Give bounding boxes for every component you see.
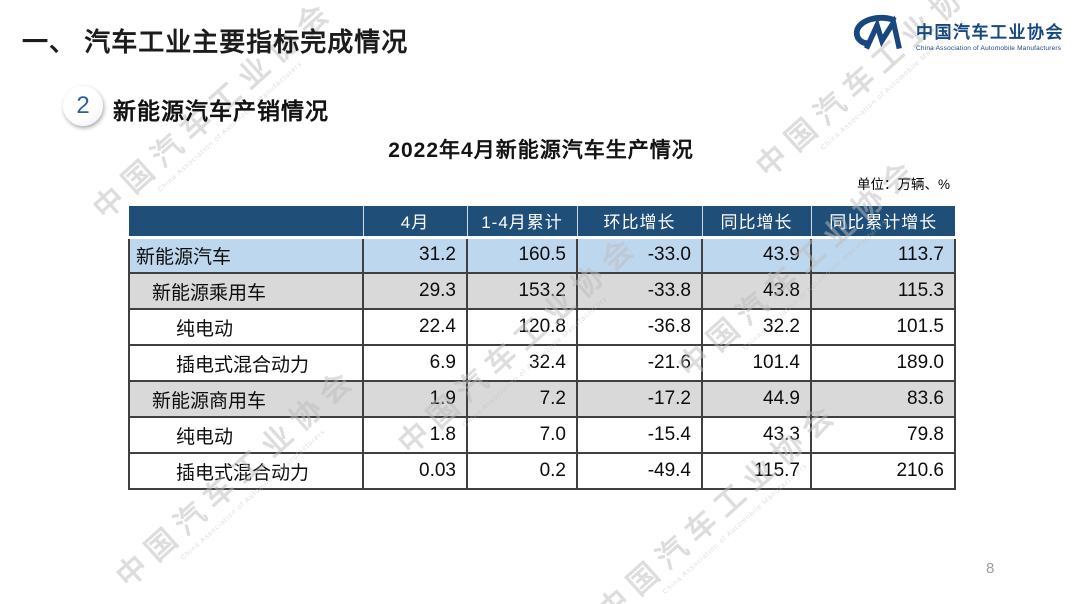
production-table: 4月 1-4月累计 环比增长 同比增长 同比累计增长 新能源汽车 31.2 16… [128, 206, 956, 490]
table-row: 新能源汽车 31.2 160.5 -33.0 43.9 113.7 [128, 236, 956, 274]
column-header: 4月 [362, 206, 467, 239]
cell: 101.5 [810, 308, 956, 346]
cell: 7.2 [466, 380, 578, 418]
cell: 115.3 [810, 272, 956, 310]
cell: 31.2 [362, 236, 468, 274]
column-header: 1-4月累计 [466, 206, 577, 239]
cell: -17.2 [576, 380, 703, 418]
cell: 79.8 [810, 416, 956, 454]
cell: -33.8 [576, 272, 703, 310]
caam-logo-text: 中国汽车工业协会 China Association of Automobile… [916, 18, 1064, 52]
cell: 32.2 [701, 308, 812, 346]
cell: 113.7 [810, 236, 956, 274]
page-number: 8 [986, 560, 995, 577]
cell: 210.6 [810, 452, 956, 490]
cell: -49.4 [576, 452, 703, 490]
cell: -36.8 [576, 308, 703, 346]
column-header: 环比增长 [576, 206, 702, 239]
column-header: 同比累计增长 [810, 206, 955, 239]
cell: 120.8 [466, 308, 578, 346]
cell: 115.7 [701, 452, 812, 490]
section-heading: 新能源汽车产销情况 [113, 98, 329, 124]
cell: 7.0 [466, 416, 578, 454]
cell: 1.8 [362, 416, 468, 454]
row-label: 新能源乘用车 [128, 272, 364, 310]
caam-logo: 中国汽车工业协会 China Association of Automobile… [850, 14, 1064, 56]
row-label: 插电式混合动力 [128, 452, 364, 490]
cell: 43.3 [701, 416, 812, 454]
cell: 83.6 [810, 380, 956, 418]
row-label: 纯电动 [128, 416, 364, 454]
logo-name-en: China Association of Automobile Manufact… [916, 45, 1062, 52]
column-header: 同比增长 [701, 206, 811, 239]
cell: 22.4 [362, 308, 468, 346]
table-row: 纯电动 22.4 120.8 -36.8 32.2 101.5 [128, 308, 956, 346]
cell: 101.4 [701, 344, 812, 382]
table-title: 2022年4月新能源汽车生产情况 [388, 139, 694, 162]
table-row: 新能源乘用车 29.3 153.2 -33.8 43.8 115.3 [128, 272, 956, 310]
cell: 0.03 [362, 452, 468, 490]
column-header [129, 206, 363, 239]
table-row: 插电式混合动力 6.9 32.4 -21.6 101.4 189.0 [128, 344, 956, 382]
logo-name-cn: 中国汽车工业协会 [916, 23, 1064, 42]
cell: 153.2 [466, 272, 578, 310]
cell: 6.9 [362, 344, 468, 382]
page-title: 一、 汽车工业主要指标完成情况 [22, 27, 409, 57]
cell: 189.0 [810, 344, 956, 382]
section-number-badge: 2 [63, 86, 103, 126]
header-row: 4月 1-4月累计 环比增长 同比增长 同比累计增长 [129, 206, 955, 239]
row-label: 纯电动 [128, 308, 364, 346]
table-row: 插电式混合动力 0.03 0.2 -49.4 115.7 210.6 [128, 452, 956, 490]
cell: 29.3 [362, 272, 468, 310]
cell: 160.5 [466, 236, 578, 274]
caam-logo-icon [853, 14, 902, 50]
cell: 1.9 [362, 380, 468, 418]
cell: -15.4 [576, 416, 703, 454]
cell: 0.2 [466, 452, 578, 490]
row-label: 插电式混合动力 [128, 344, 364, 382]
row-label: 新能源商用车 [128, 380, 364, 418]
table-row: 新能源商用车 1.9 7.2 -17.2 44.9 83.6 [128, 380, 956, 418]
unit-note: 单位：万辆、% [856, 177, 950, 192]
cell: 32.4 [466, 344, 578, 382]
row-label: 新能源汽车 [128, 236, 364, 274]
cell: 43.9 [701, 236, 812, 274]
cell: -21.6 [576, 344, 703, 382]
table-row: 纯电动 1.8 7.0 -15.4 43.3 79.8 [128, 416, 956, 454]
cell: 43.8 [701, 272, 812, 310]
cell: 44.9 [701, 380, 812, 418]
cell: -33.0 [576, 236, 703, 274]
